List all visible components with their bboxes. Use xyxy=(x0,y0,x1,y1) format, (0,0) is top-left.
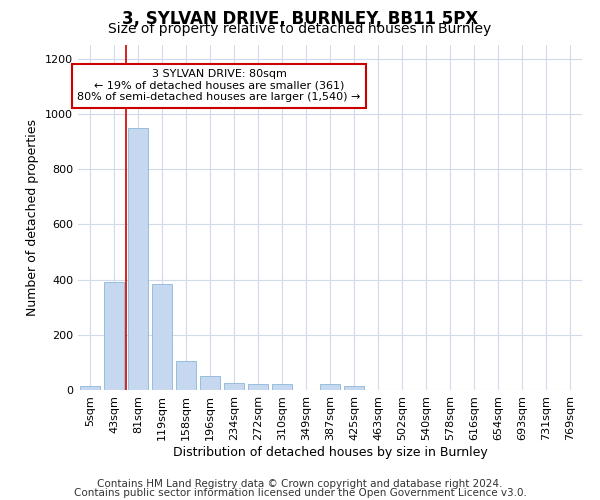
Text: Size of property relative to detached houses in Burnley: Size of property relative to detached ho… xyxy=(109,22,491,36)
X-axis label: Distribution of detached houses by size in Burnley: Distribution of detached houses by size … xyxy=(173,446,487,458)
Text: 3 SYLVAN DRIVE: 80sqm
← 19% of detached houses are smaller (361)
80% of semi-det: 3 SYLVAN DRIVE: 80sqm ← 19% of detached … xyxy=(77,69,361,102)
Bar xyxy=(224,383,244,390)
Bar xyxy=(200,376,220,390)
Bar xyxy=(248,384,268,390)
Bar xyxy=(344,386,364,390)
Bar xyxy=(128,128,148,390)
Bar xyxy=(152,284,172,390)
Text: Contains HM Land Registry data © Crown copyright and database right 2024.: Contains HM Land Registry data © Crown c… xyxy=(97,479,503,489)
Bar xyxy=(176,361,196,390)
Y-axis label: Number of detached properties: Number of detached properties xyxy=(26,119,40,316)
Bar xyxy=(272,384,292,390)
Bar xyxy=(80,386,100,390)
Bar xyxy=(320,384,340,390)
Bar xyxy=(104,282,124,390)
Text: Contains public sector information licensed under the Open Government Licence v3: Contains public sector information licen… xyxy=(74,488,526,498)
Text: 3, SYLVAN DRIVE, BURNLEY, BB11 5PX: 3, SYLVAN DRIVE, BURNLEY, BB11 5PX xyxy=(122,10,478,28)
